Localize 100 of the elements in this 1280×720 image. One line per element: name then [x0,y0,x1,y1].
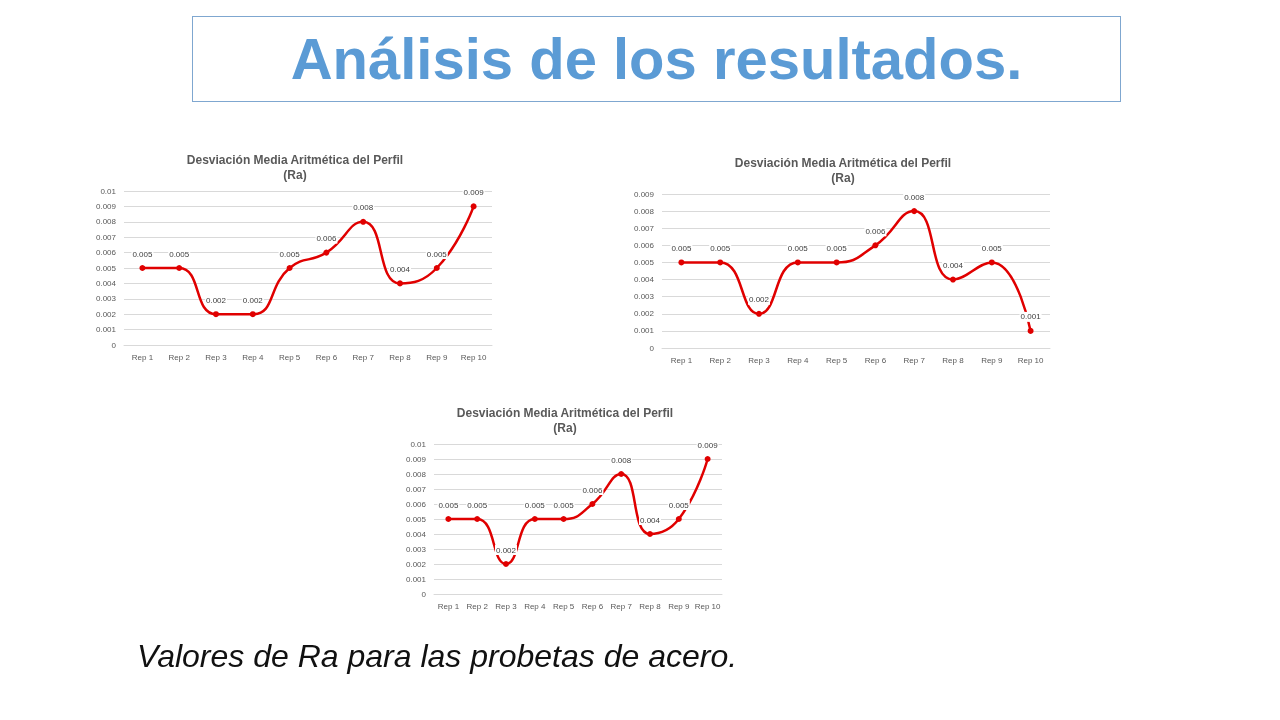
data-label: 0.002 [242,295,264,305]
x-tick-label: Rep 2 [709,355,732,365]
data-label: 0.001 [1020,312,1042,322]
data-label: 0.005 [668,500,690,510]
y-tick-label: 0.003 [405,544,427,554]
data-label: 0.005 [553,500,575,510]
x-tick-label: Rep 8 [389,352,412,362]
point [139,265,146,271]
x-tick-label: Rep 9 [981,355,1004,365]
x-tick-label: Rep 6 [315,352,338,362]
data-label: 0.008 [353,203,374,213]
data-label: 0.005 [787,243,809,253]
point [1027,327,1034,334]
point [213,311,219,318]
y-tick-label: 0.006 [95,248,117,258]
y-tick-label: 0 [111,340,117,350]
x-tick-label: Rep 4 [787,355,810,365]
point [249,311,256,318]
y-tick-label: 0.008 [633,206,655,216]
y-tick-label: 0.006 [633,240,655,250]
data-label: 0.005 [279,249,301,259]
y-tick-label: 0.004 [405,529,427,539]
x-tick-label: Rep 4 [524,601,547,611]
point [618,471,625,477]
x-tick-label: Rep 8 [942,355,965,365]
y-tick-label: 0.005 [95,263,117,273]
y-tick-label: 0.01 [100,186,117,196]
y-tick-label: 0.008 [405,469,427,479]
x-tick-label: Rep 2 [168,352,191,362]
x-tick-label: Rep 6 [581,601,604,611]
y-tick-label: 0.007 [405,484,427,494]
text: Análisis de los resultados. [192,16,1121,102]
x-tick-label: Rep 1 [131,352,154,362]
point [678,259,685,266]
data-label: 0.008 [611,455,632,465]
x-tick-label: Rep 10 [460,352,488,362]
y-tick-label: 0.002 [633,309,655,319]
point [717,259,724,266]
point [647,531,653,537]
data-label: 0.008 [904,192,925,202]
point [704,456,711,462]
chart-title: Desviación Media Aritmética del Perfil (Ra) [456,405,674,435]
point [397,280,403,287]
y-tick-label: 0.001 [405,574,427,584]
x-tick-label: Rep 1 [437,601,460,611]
point [433,265,440,271]
x-tick-label: Rep 10 [694,601,722,611]
x-tick-label: Rep 10 [1017,355,1045,365]
y-tick-label: 0.003 [633,292,655,302]
data-label: 0.006 [865,226,886,236]
y-tick-label: 0.007 [95,232,117,242]
point [474,516,481,522]
data-label: 0.002 [205,295,227,305]
data-label: 0.006 [316,234,337,244]
point [360,218,367,225]
data-label: 0.009 [463,187,485,197]
y-tick-label: 0.004 [633,275,655,285]
x-tick-label: Rep 3 [495,601,518,611]
x-tick-label: Rep 2 [466,601,489,611]
data-label: 0.006 [582,485,603,495]
x-tick-label: Rep 1 [670,355,693,365]
y-tick-label: 0.004 [95,278,117,288]
y-tick-label: 0.002 [95,309,117,319]
chart-title: Desviación Media Aritmética del Perfil (Ra) [734,155,952,185]
x-tick-label: Rep 7 [903,355,926,365]
point [560,516,567,522]
point [911,208,918,215]
y-tick-label: 0.001 [95,325,117,335]
y-tick-label: 0.008 [95,217,117,227]
x-tick-label: Rep 3 [205,352,228,362]
x-tick-label: Rep 5 [278,352,301,362]
data-label: 0.005 [438,500,459,510]
point [589,501,596,507]
point [286,265,293,271]
point [950,276,956,283]
x-tick-label: Rep 8 [639,601,662,611]
y-tick-label: 0.006 [405,499,427,509]
point [176,265,183,271]
y-tick-label: 0 [421,589,427,599]
x-tick-label: Rep 6 [864,355,887,365]
point [833,259,840,266]
y-tick-label: 0.005 [405,514,427,524]
text: Valores de Ra para las probetas de acero. [137,638,738,675]
point [503,561,509,567]
y-tick-label: 0.007 [633,223,655,233]
point [872,242,879,249]
x-tick-label: Rep 4 [242,352,265,362]
x-tick-label: Rep 7 [610,601,633,611]
point [445,516,452,522]
point [756,310,762,317]
x-tick-label: Rep 5 [825,355,848,365]
data-label: 0.005 [981,243,1003,253]
point [531,516,538,522]
y-tick-label: 0.009 [405,454,427,464]
point [988,259,995,266]
data-label: 0.002 [748,295,770,305]
data-label: 0.005 [169,249,190,259]
chart-title: Desviación Media Aritmética del Perfil (Ra) [186,152,404,182]
data-label: 0.002 [495,545,517,555]
data-label: 0.009 [697,440,719,450]
